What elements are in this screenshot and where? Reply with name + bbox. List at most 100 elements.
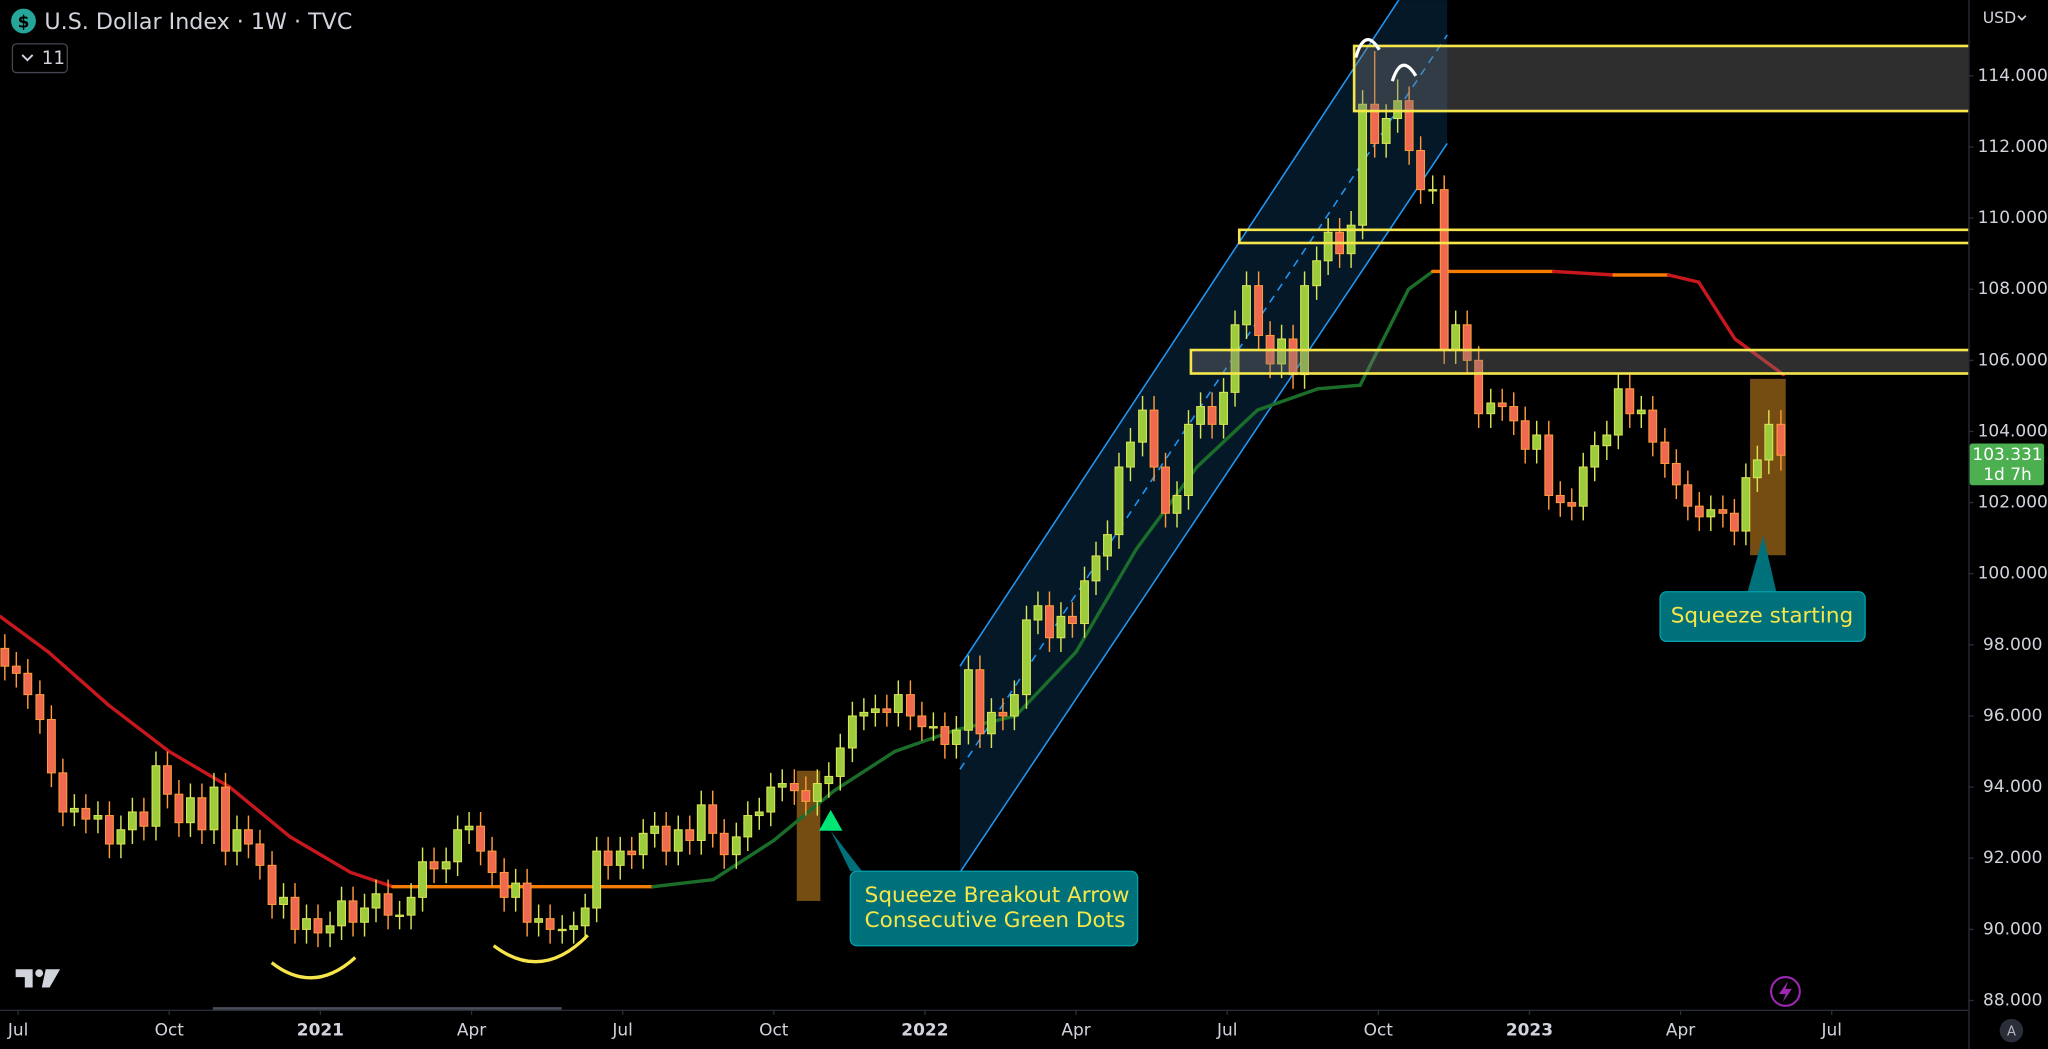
candle-body <box>197 797 207 831</box>
candle-body <box>812 783 822 802</box>
candle-body <box>1718 509 1728 514</box>
candle-body <box>964 669 973 731</box>
y-tick-label: 110.000 <box>1978 208 2048 228</box>
candle-body <box>1660 441 1670 464</box>
y-tick-label: 106.000 <box>1978 350 2048 370</box>
candle-body <box>1312 260 1322 287</box>
candle-body <box>267 864 277 905</box>
candle-body <box>1207 406 1217 425</box>
breakout-arrow <box>818 809 843 831</box>
chevron <box>2017 15 2027 21</box>
candle-body <box>1114 466 1124 536</box>
candle-body <box>441 861 451 870</box>
autoscale-label[interactable]: A <box>2007 1024 2016 1039</box>
candle-body <box>1033 605 1043 621</box>
candle-body <box>1671 462 1681 486</box>
zone <box>1189 348 1969 375</box>
countdown-label: 1d 7h <box>1983 465 2032 485</box>
candle-body <box>1764 423 1774 461</box>
x-tick-label: 2023 <box>1506 1021 1553 1041</box>
candle-body <box>557 928 567 932</box>
candle-body <box>777 783 787 788</box>
alert-icon <box>1778 980 1792 1002</box>
candle-body <box>360 907 369 923</box>
candle-body <box>882 708 892 713</box>
candle-body <box>302 918 311 930</box>
candle-body <box>650 825 660 834</box>
logo-part <box>41 969 61 988</box>
indicator-line-segment <box>1195 408 1260 469</box>
candle-body <box>1509 406 1519 422</box>
indicator-line-segment <box>46 650 111 708</box>
candle-body <box>1277 338 1287 365</box>
candle-body <box>209 786 219 831</box>
candle-body <box>893 694 903 713</box>
candle-body <box>1706 509 1716 518</box>
candle-body <box>185 797 195 824</box>
candle-body <box>104 815 114 845</box>
candle-body <box>522 882 532 923</box>
indicator-line-segment <box>288 835 353 875</box>
annotation: Squeeze starting <box>1659 535 1866 643</box>
indicator-line-segment <box>772 788 836 843</box>
annotation-text: Squeeze starting <box>1671 604 1853 629</box>
drawing-curve <box>492 934 589 964</box>
candle-body <box>1636 409 1646 415</box>
indicator-line-segment <box>1074 547 1139 654</box>
indicator-line-segment <box>1358 287 1411 387</box>
candle-body <box>46 719 56 774</box>
candle-body <box>592 850 602 909</box>
indicator-line-segment <box>1733 337 1786 377</box>
candle-body <box>11 665 21 674</box>
candle-body <box>1381 117 1391 144</box>
indicator-line-segment <box>167 749 232 789</box>
candle-body <box>743 815 753 838</box>
candle-body <box>487 850 497 873</box>
candle-body <box>453 829 463 863</box>
indicator-line-segment <box>651 877 716 889</box>
candle-body <box>638 832 648 856</box>
indicator-toggle[interactable]: 11 <box>11 43 68 74</box>
annotation: Squeeze Breakout Arrow Consecutive Green… <box>830 830 1139 947</box>
candle-body <box>139 811 149 827</box>
alert-button[interactable] <box>1770 976 1801 1007</box>
alert-circle[interactable] <box>1770 976 1801 1007</box>
candle-body <box>998 711 1008 717</box>
x-tick-label: Jul <box>1216 1021 1237 1041</box>
indicator-line-segment <box>832 749 897 793</box>
candle-body <box>1462 324 1472 361</box>
candle-body <box>1752 459 1762 479</box>
candle-body <box>847 715 857 749</box>
candle-body <box>1358 103 1368 226</box>
autoscale-button[interactable]: A <box>1999 1018 2024 1043</box>
indicator-toggle-box[interactable] <box>11 43 68 74</box>
autoscale-circle[interactable] <box>1999 1018 2024 1043</box>
candle-body <box>1254 285 1264 336</box>
candle-body <box>615 850 625 866</box>
candle-body <box>708 804 718 834</box>
x-tick-label: Oct <box>759 1021 789 1041</box>
candle-body <box>35 694 45 721</box>
candle-body <box>1486 402 1496 415</box>
candle-body <box>1080 580 1089 625</box>
candle-body <box>1497 402 1507 408</box>
symbol-icon <box>11 8 36 34</box>
channel-lower <box>959 142 1448 873</box>
annotation-text: Squeeze Breakout Arrow <box>865 883 1130 908</box>
candle-body <box>23 672 33 696</box>
candle-body <box>1683 484 1693 507</box>
x-tick-label: Apr <box>457 1021 486 1041</box>
last-price-label: 103.331 <box>1972 445 2042 465</box>
candle-body <box>731 836 741 856</box>
drawing-arc <box>1390 63 1418 82</box>
y-tick-label: 90.000 <box>1983 919 2042 939</box>
candle-body <box>719 832 729 856</box>
indicator-line-segment <box>0 614 51 654</box>
currency[interactable]: USD <box>1983 8 2016 27</box>
zone-layer <box>1189 44 1969 375</box>
candle-body <box>1776 423 1786 456</box>
y-tick-label: 112.000 <box>1978 137 2048 157</box>
candle-body <box>244 829 253 845</box>
currency-selector[interactable]: USD <box>1983 8 2027 27</box>
